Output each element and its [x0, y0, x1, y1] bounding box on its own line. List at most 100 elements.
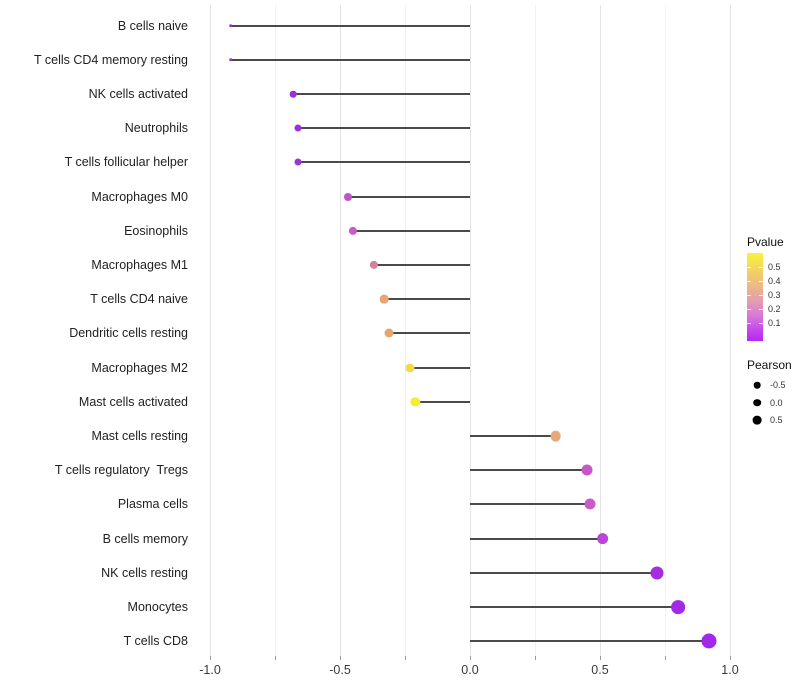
lollipop-stem	[470, 469, 587, 472]
legend-key-dot	[753, 398, 761, 407]
lollipop-stem	[410, 366, 470, 369]
colorbar-tick	[759, 267, 763, 268]
colorbar-tick-label: 0.2	[768, 304, 781, 314]
category-label: NK cells activated	[88, 87, 188, 101]
lollipop-dot	[596, 532, 609, 545]
gridline-major	[470, 5, 471, 656]
legend-key-label: 0.5	[770, 415, 783, 425]
x-tick-label: 1.0	[721, 663, 739, 677]
lollipop-dot	[671, 600, 685, 614]
category-label: B cells memory	[102, 531, 188, 546]
colorbar-tick	[747, 309, 751, 310]
lollipop-dot	[294, 124, 302, 132]
x-tick-label: 0.5	[591, 663, 609, 677]
axis-tick	[730, 656, 731, 660]
gridline-major	[340, 5, 341, 656]
lollipop-dot	[405, 363, 415, 373]
axis-tick	[665, 656, 666, 660]
pvalue-colorbar	[747, 253, 763, 341]
lollipop-dot	[550, 430, 562, 442]
gridline-minor	[405, 5, 406, 656]
category-label: Macrophages M1	[91, 258, 188, 272]
colorbar-tick-label: 0.5	[768, 262, 781, 272]
legend-key-dot	[753, 381, 761, 389]
category-label: T cells CD4 naive	[90, 292, 188, 307]
category-label: Dendritic cells resting	[69, 326, 188, 341]
gridline-minor	[535, 5, 536, 656]
lollipop-dot	[343, 192, 352, 201]
x-tick-label: -0.5	[329, 663, 351, 677]
lollipop-stem	[384, 298, 470, 301]
lollipop-dot	[384, 328, 394, 338]
colorbar-tick-label: 0.1	[768, 318, 781, 328]
lollipop-stem	[298, 161, 470, 164]
lollipop-dot	[650, 566, 664, 580]
lollipop-stem	[415, 400, 470, 403]
lollipop-dot	[379, 294, 389, 304]
category-label: Macrophages M2	[91, 360, 188, 375]
axis-tick	[470, 656, 471, 660]
gridline-major	[210, 5, 211, 656]
pvalue-legend-title: Pvalue	[747, 235, 784, 249]
colorbar-tick	[747, 295, 751, 296]
colorbar-tick	[747, 281, 751, 282]
lollipop-stem	[230, 58, 470, 61]
lollipop-stem	[230, 24, 470, 27]
lollipop-stem	[347, 195, 470, 198]
lollipop-stem	[470, 571, 658, 574]
category-label: Neutrophils	[124, 121, 188, 136]
lollipop-stem	[353, 229, 470, 232]
lollipop-stem	[373, 264, 470, 266]
colorbar-tick-label: 0.4	[768, 276, 781, 286]
lollipop-stem	[470, 640, 710, 643]
colorbar-tick	[759, 281, 763, 282]
gridline-major	[600, 5, 601, 656]
lollipop-dot	[294, 158, 302, 166]
axis-tick	[405, 656, 406, 660]
lollipop-dot	[584, 498, 596, 510]
category-label: B cells naive	[117, 18, 188, 33]
gridline-minor	[275, 5, 276, 656]
lollipop-dot	[701, 633, 717, 649]
category-label: T cells CD8	[123, 634, 188, 649]
lollipop-stem	[470, 435, 556, 437]
axis-tick	[340, 656, 341, 660]
colorbar-tick	[747, 323, 751, 324]
lollipop-dot	[229, 58, 233, 62]
category-label: NK cells resting	[101, 565, 188, 580]
category-label: Plasma cells	[117, 497, 188, 512]
lollipop-stem	[389, 332, 470, 335]
gridline-major	[730, 5, 731, 656]
lollipop-stem	[470, 606, 678, 608]
category-label: Mast cells resting	[91, 429, 188, 443]
lollipop-dot	[348, 226, 358, 235]
category-label: Mast cells activated	[78, 394, 188, 409]
lollipop-dot	[581, 464, 593, 476]
lollipop-dot	[369, 260, 378, 270]
pearson-legend-title: Pearson	[747, 358, 792, 372]
category-label: T cells CD4 memory resting	[34, 52, 188, 67]
lollipop-dot	[289, 90, 297, 98]
legend-key-dot	[752, 415, 762, 425]
lollipop-dot	[229, 23, 233, 28]
axis-tick	[210, 656, 211, 660]
category-label: T cells follicular helper	[64, 155, 188, 170]
axis-tick	[275, 656, 276, 660]
legend-key-label: 0.0	[770, 397, 783, 408]
gridline-minor	[665, 5, 666, 656]
colorbar-tick	[759, 295, 763, 296]
axis-tick	[600, 656, 601, 660]
x-tick-label: 0.0	[461, 663, 479, 677]
category-label: Macrophages M0	[91, 189, 188, 204]
colorbar-tick	[747, 267, 751, 268]
lollipop-dot	[410, 397, 421, 407]
lollipop-stem	[470, 537, 603, 540]
lollipop-stem	[298, 127, 470, 130]
x-tick-label: -1.0	[199, 663, 221, 677]
colorbar-tick	[759, 309, 763, 310]
category-label: Monocytes	[127, 600, 188, 614]
legend-key-label: -0.5	[770, 380, 786, 390]
axis-tick	[535, 656, 536, 660]
category-label: Eosinophils	[124, 223, 188, 238]
